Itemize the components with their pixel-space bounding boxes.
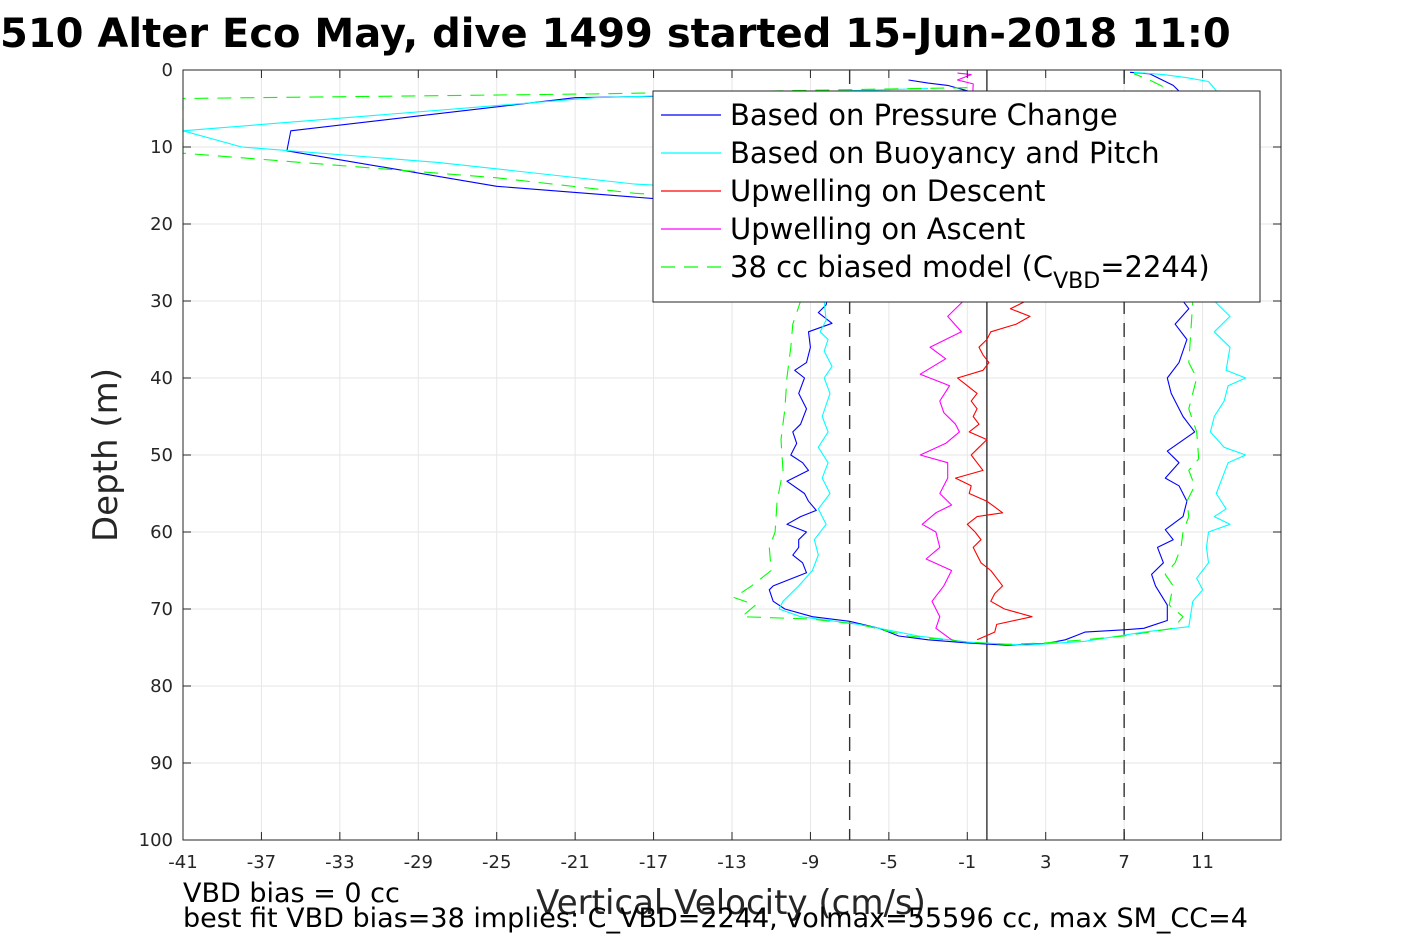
best-fit-note: best fit VBD bias=38 implies: C_VBD=2244… [183, 903, 1248, 934]
legend-entry-suffix: =2244) [1100, 250, 1209, 284]
x-tick-label: 7 [1118, 852, 1129, 873]
y-tick-label: 60 [150, 522, 173, 543]
legend-entry: Upwelling on Descent [730, 174, 1046, 208]
y-tick-label: 0 [162, 60, 173, 81]
y-tick-label: 50 [150, 445, 173, 466]
x-tick-label: 3 [1040, 852, 1051, 873]
x-tick-label: -33 [325, 852, 354, 873]
x-tick-label: -29 [404, 852, 433, 873]
x-tick-label: -21 [560, 852, 589, 873]
x-tick-label: -41 [168, 852, 197, 873]
legend-entry-subscript: VBD [1053, 269, 1100, 294]
x-tick-label: -5 [880, 852, 898, 873]
y-tick-label: 20 [150, 214, 173, 235]
legend: Based on Pressure Change Based on Buoyanc… [652, 90, 1261, 303]
series-line [286, 71, 1196, 646]
y-tick-label: 30 [150, 291, 173, 312]
y-tick-label: 70 [150, 599, 173, 620]
y-axis-label: Depth (m) [86, 368, 126, 542]
legend-entry-label: Based on Pressure Change [730, 98, 1118, 132]
legend-box [652, 90, 1261, 303]
x-tick-label: -9 [801, 852, 819, 873]
y-tick-label: 40 [150, 368, 173, 389]
x-tick-label: 11 [1191, 852, 1214, 873]
vbd-bias-note: VBD bias = 0 cc [183, 878, 400, 909]
x-tick-label: -1 [958, 852, 976, 873]
legend-entry: 38 cc biased model (CVBD=2244) [730, 250, 1210, 294]
series-line [919, 72, 974, 642]
legend-entry-label: Based on Buoyancy and Pitch [730, 136, 1160, 170]
y-tick-label: 100 [139, 830, 173, 851]
legend-entry-label: 38 cc biased model (C [730, 250, 1053, 284]
y-tick-label: 80 [150, 676, 173, 697]
x-tick-label: -37 [247, 852, 276, 873]
x-tick-label: -17 [639, 852, 668, 873]
series-line [954, 300, 1033, 641]
x-ticks: -41 -37 -33 -29 -25 -21 -17 -13 -9 -5 -1 3 7 11 [168, 70, 1214, 873]
series-line [182, 71, 1247, 646]
y-tick-label: 90 [150, 753, 173, 774]
legend-entry: Based on Pressure Change [730, 98, 1118, 132]
y-tick-label: 10 [150, 137, 173, 158]
x-tick-label: -13 [717, 852, 746, 873]
legend-entry: Based on Buoyancy and Pitch [730, 136, 1160, 170]
chart-title: 510 Alter Eco May, dive 1499 started 15-… [0, 11, 1231, 57]
legend-entry: Upwelling on Ascent [730, 212, 1025, 246]
x-tick-label: -25 [482, 852, 511, 873]
x-axis-label: Vertical Velocity (cm/s) [536, 883, 926, 923]
legend-entry-label: Upwelling on Descent [730, 174, 1046, 208]
legend-entry-label: Upwelling on Ascent [730, 212, 1025, 246]
y-ticks: 0 10 20 30 40 50 60 70 80 90 100 [139, 60, 1281, 851]
